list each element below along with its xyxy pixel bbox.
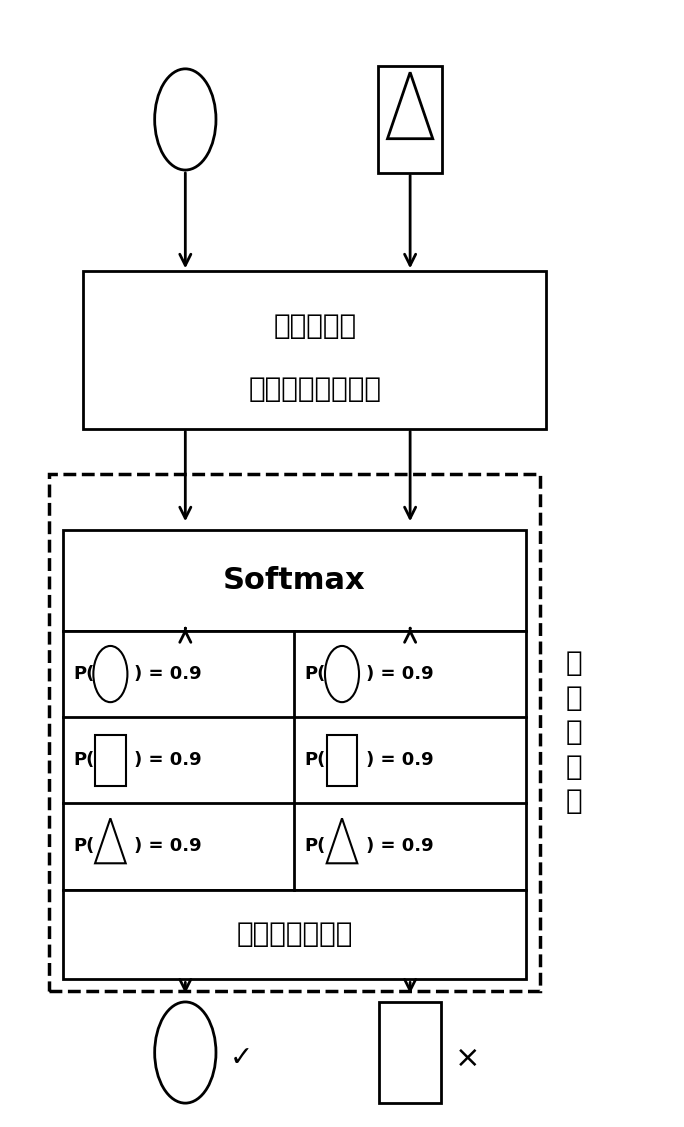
Bar bbox=[327, 735, 357, 786]
Text: 一维卷积神经网络: 一维卷积神经网络 bbox=[248, 375, 381, 403]
Text: ✓: ✓ bbox=[230, 1044, 253, 1072]
Text: 预先训练的: 预先训练的 bbox=[273, 312, 356, 340]
Polygon shape bbox=[327, 818, 357, 863]
Text: ) = 0.9: ) = 0.9 bbox=[134, 665, 202, 683]
Bar bbox=[49, 473, 540, 991]
Polygon shape bbox=[95, 818, 126, 863]
Text: P(: P( bbox=[73, 665, 94, 683]
Circle shape bbox=[155, 69, 216, 170]
Text: P(: P( bbox=[73, 837, 94, 855]
Circle shape bbox=[325, 646, 359, 702]
Text: ) = 0.9: ) = 0.9 bbox=[366, 837, 434, 855]
Bar bbox=[95, 735, 126, 786]
FancyBboxPatch shape bbox=[83, 272, 547, 428]
Text: ) = 0.9: ) = 0.9 bbox=[366, 665, 434, 683]
Text: ) = 0.9: ) = 0.9 bbox=[134, 752, 202, 770]
Text: ×: × bbox=[454, 1044, 480, 1073]
Text: P(: P( bbox=[73, 752, 94, 770]
Text: 取概率最高的类: 取概率最高的类 bbox=[236, 921, 352, 949]
Text: P(: P( bbox=[304, 837, 326, 855]
Bar bbox=[378, 66, 443, 172]
Text: P(: P( bbox=[304, 665, 326, 683]
FancyBboxPatch shape bbox=[63, 530, 526, 631]
Circle shape bbox=[93, 646, 127, 702]
Bar bbox=[380, 1002, 440, 1103]
Text: ) = 0.9: ) = 0.9 bbox=[134, 837, 202, 855]
FancyBboxPatch shape bbox=[63, 631, 526, 889]
Text: 传
统
分
类
器: 传 统 分 类 器 bbox=[565, 649, 582, 815]
FancyBboxPatch shape bbox=[63, 889, 526, 979]
Text: ) = 0.9: ) = 0.9 bbox=[366, 752, 434, 770]
Text: Softmax: Softmax bbox=[223, 566, 366, 595]
Circle shape bbox=[155, 1002, 216, 1103]
Text: P(: P( bbox=[304, 752, 326, 770]
Polygon shape bbox=[388, 72, 433, 139]
